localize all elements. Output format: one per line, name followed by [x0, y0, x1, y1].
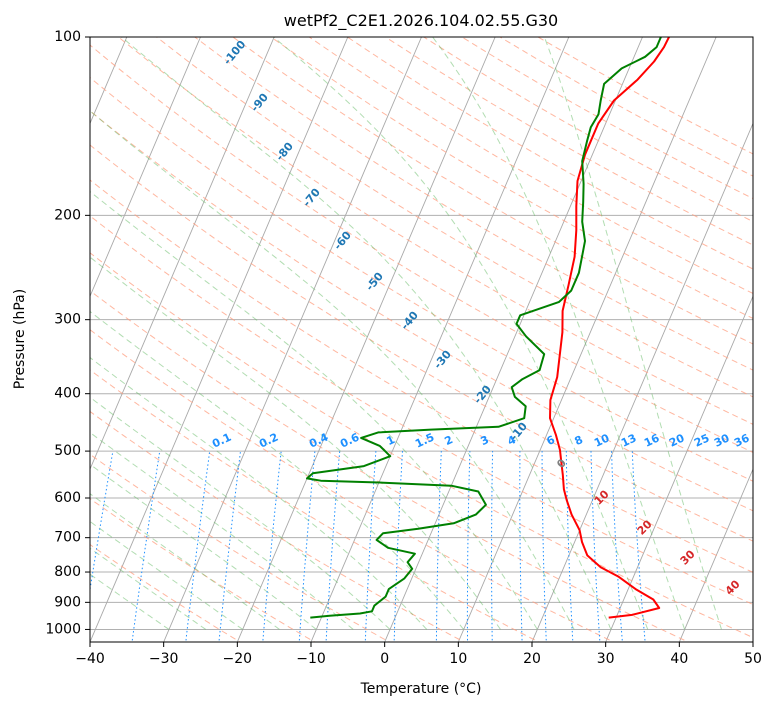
- x-tick-label: −30: [149, 651, 179, 667]
- moist-adiabat-line: [121, 37, 612, 630]
- dry-adiabat-line: [90, 252, 753, 639]
- x-tick-label: −10: [296, 651, 326, 667]
- plot-area: -100-90-80-70-60-50-40-30-20-100.1 0.2 0.4…: [90, 37, 753, 642]
- moist-adiabat-line: [543, 37, 722, 630]
- isotherm-line: [236, 37, 496, 642]
- mixing-ratio-label: 20: [667, 431, 687, 449]
- mixing-ratio-label: 13: [619, 431, 638, 449]
- moist-adiabat-line: [90, 256, 501, 630]
- dry-adiabat-line: [156, 37, 753, 398]
- dry-adiabat-line: [90, 144, 753, 542]
- moist-adiabat-line: [90, 493, 280, 630]
- plot-frame: [89, 36, 754, 643]
- mixing-ratio-line: [491, 451, 494, 642]
- isotherm-line: [310, 37, 570, 642]
- x-tick-label: 50: [744, 651, 762, 667]
- mixing-ratio-line: [590, 451, 601, 642]
- moist-adiabat-line: [90, 520, 243, 630]
- x-tick-label: 10: [449, 651, 467, 667]
- dewpoint-profile: [306, 37, 662, 619]
- moist-adiabat-line: [273, 37, 649, 630]
- y-tick-label: 1000: [45, 621, 81, 637]
- moist-adiabat-line: [90, 463, 317, 630]
- y-tick-label: 200: [54, 207, 81, 223]
- x-tick-label: 30: [597, 651, 615, 667]
- x-tick-label: 20: [523, 651, 541, 667]
- mixing-ratio-label: 25: [692, 431, 711, 449]
- dry-adiabat-line: [90, 329, 615, 642]
- mixing-ratio-label: 30: [712, 431, 732, 449]
- dry-adiabat-line: [90, 76, 753, 482]
- x-tick-label: −40: [75, 651, 105, 667]
- moist-adiabat-line: [90, 356, 428, 630]
- mixing-ratio-label: 36: [732, 431, 752, 449]
- y-tick-label: 300: [54, 312, 81, 328]
- series-layer: [306, 37, 670, 619]
- mixing-ratio-label: 16: [642, 431, 662, 449]
- y-tick-label: 700: [54, 530, 81, 546]
- background-lines: [90, 37, 753, 642]
- isotherm-line: [90, 37, 275, 471]
- dry-adiabat-line: [90, 369, 540, 642]
- chart-title: wetPf2_C2E1.2026.104.02.55.G30: [284, 11, 558, 31]
- temperature-profile: [549, 37, 670, 619]
- mixing-ratio-line: [541, 451, 547, 642]
- isotherm-line: [163, 37, 422, 642]
- dry-adiabat-line: [90, 453, 391, 642]
- isotherm-line: [605, 295, 753, 642]
- y-tick-label: 600: [54, 490, 81, 506]
- moist-adiabat-line: [90, 310, 465, 630]
- isotherm-line: [90, 37, 349, 642]
- moist-adiabat-line: [432, 37, 686, 630]
- y-tick-label: 900: [54, 594, 81, 610]
- dry-adiabat-line: [90, 215, 753, 606]
- isotherm-line: [678, 467, 753, 642]
- mixing-ratio-line: [393, 451, 403, 642]
- y-axis-label: Pressure (hPa): [12, 289, 28, 389]
- y-tick-label: 400: [54, 386, 81, 402]
- y-tick-label: 100: [54, 29, 81, 45]
- mixing-ratio-line: [565, 451, 574, 642]
- dry-adiabat-line: [270, 37, 753, 320]
- isotherm-line: [384, 37, 643, 642]
- x-tick-label: 40: [670, 651, 688, 667]
- axes: −40 −30 −20 −10 0 10 20 30 40 50 100 200 300 400 500 60…: [45, 29, 762, 667]
- x-tick-label: 0: [380, 651, 389, 667]
- mixing-ratio-line: [519, 451, 523, 642]
- isotherm-line: [90, 37, 201, 298]
- mixing-ratio-line: [364, 451, 377, 642]
- mixing-ratio-line: [466, 451, 471, 642]
- dry-adiabat-line: [90, 179, 753, 573]
- y-tick-label: 500: [54, 443, 81, 459]
- y-tick-label: 800: [54, 564, 81, 580]
- x-tick-label: −20: [223, 651, 253, 667]
- dry-adiabat-line: [194, 37, 753, 371]
- dry-adiabat-line: [308, 37, 753, 295]
- dry-adiabat-line: [90, 110, 753, 512]
- isotherm-line: [531, 122, 753, 642]
- mixing-ratio-label: 10: [592, 431, 612, 449]
- moist-adiabat-line: [90, 396, 391, 630]
- dry-adiabat-line: [118, 37, 753, 425]
- mixing-ratio-line: [435, 451, 442, 642]
- dry-adiabat-line: [90, 498, 316, 642]
- moist-adiabat-line: [90, 547, 207, 630]
- moist-adiabat-line: [90, 573, 170, 630]
- x-axis-label: Temperature (°C): [360, 681, 482, 697]
- moist-adiabat-line: [90, 431, 354, 630]
- isotherm-line: [457, 37, 717, 642]
